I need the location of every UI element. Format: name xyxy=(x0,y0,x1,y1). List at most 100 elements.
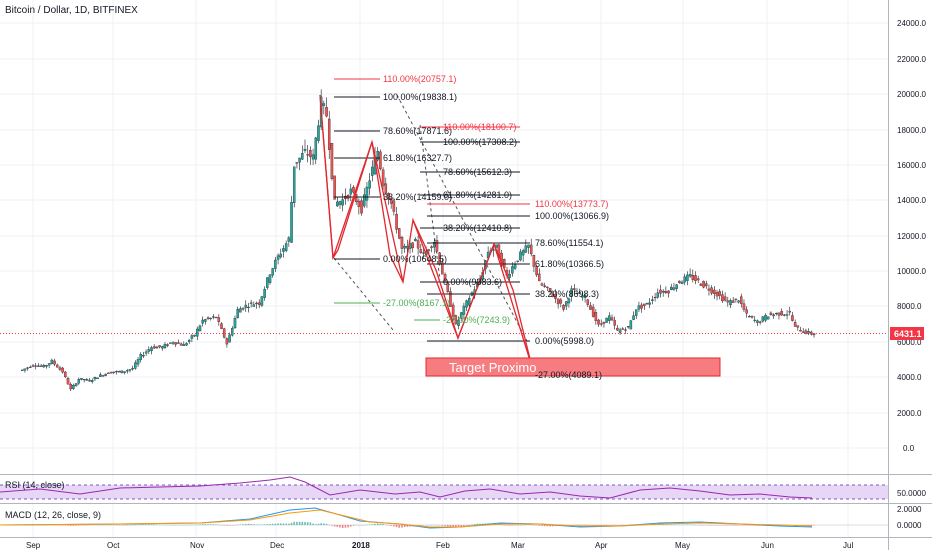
candle-body[interactable] xyxy=(80,378,82,379)
candle-body[interactable] xyxy=(468,298,470,305)
candle-body[interactable] xyxy=(401,237,403,248)
candle-body[interactable] xyxy=(331,143,333,179)
candle-body[interactable] xyxy=(606,318,608,323)
candle-body[interactable] xyxy=(78,379,80,383)
candle-body[interactable] xyxy=(635,310,637,316)
candle-body[interactable] xyxy=(638,306,640,310)
candle-body[interactable] xyxy=(797,326,799,328)
candle-body[interactable] xyxy=(102,375,104,376)
candle-body[interactable] xyxy=(220,324,222,329)
candle-body[interactable] xyxy=(519,252,521,260)
candle-body[interactable] xyxy=(711,288,713,293)
candle-body[interactable] xyxy=(393,201,395,212)
candle-body[interactable] xyxy=(778,313,780,316)
candle-body[interactable] xyxy=(705,284,707,286)
candle-body[interactable] xyxy=(562,305,564,309)
candle-body[interactable] xyxy=(239,309,241,313)
candle-body[interactable] xyxy=(735,299,737,300)
candle-body[interactable] xyxy=(156,347,158,348)
candle-body[interactable] xyxy=(67,378,69,384)
candle-body[interactable] xyxy=(595,312,597,320)
candle-body[interactable] xyxy=(48,363,50,365)
candle-body[interactable] xyxy=(35,366,37,367)
candle-body[interactable] xyxy=(272,268,274,275)
candle-body[interactable] xyxy=(228,335,230,343)
candle-body[interactable] xyxy=(91,380,93,382)
candle-body[interactable] xyxy=(207,318,209,319)
candle-body[interactable] xyxy=(565,302,567,307)
candle-body[interactable] xyxy=(673,288,675,290)
candle-body[interactable] xyxy=(27,368,29,369)
candle-body[interactable] xyxy=(226,339,228,345)
candle-body[interactable] xyxy=(662,291,664,292)
candle-body[interactable] xyxy=(689,274,691,276)
candle-body[interactable] xyxy=(153,347,155,349)
candle-body[interactable] xyxy=(646,303,648,304)
candle-body[interactable] xyxy=(247,307,249,308)
candle-body[interactable] xyxy=(218,317,220,321)
candle-body[interactable] xyxy=(304,149,306,150)
candle-body[interactable] xyxy=(509,274,511,277)
candle-body[interactable] xyxy=(266,278,268,288)
candle-body[interactable] xyxy=(237,309,239,318)
candle-body[interactable] xyxy=(667,291,669,293)
candle-body[interactable] xyxy=(420,249,422,252)
candle-body[interactable] xyxy=(296,162,298,163)
candle-body[interactable] xyxy=(754,320,756,321)
candle-body[interactable] xyxy=(43,365,45,367)
candle-body[interactable] xyxy=(285,243,287,250)
candle-body[interactable] xyxy=(137,359,139,364)
candle-body[interactable] xyxy=(210,318,212,319)
candle-body[interactable] xyxy=(253,305,255,307)
candle-body[interactable] xyxy=(702,281,704,287)
candle-body[interactable] xyxy=(729,300,731,305)
candle-body[interactable] xyxy=(465,301,467,308)
candle-body[interactable] xyxy=(654,297,656,298)
candle-body[interactable] xyxy=(164,344,166,347)
candle-body[interactable] xyxy=(463,306,465,315)
candle-body[interactable] xyxy=(772,315,774,316)
candle-body[interactable] xyxy=(417,241,419,249)
candle-body[interactable] xyxy=(148,349,150,351)
candle-body[interactable] xyxy=(339,201,341,204)
candle-body[interactable] xyxy=(231,328,233,335)
candle-body[interactable] xyxy=(261,297,263,306)
candle-body[interactable] xyxy=(110,372,112,373)
candle-body[interactable] xyxy=(805,331,807,334)
candle-body[interactable] xyxy=(325,107,327,116)
candle-body[interactable] xyxy=(568,299,570,303)
candle-body[interactable] xyxy=(280,254,282,257)
candle-body[interactable] xyxy=(538,274,540,281)
candle-body[interactable] xyxy=(172,343,174,344)
candle-body[interactable] xyxy=(312,155,314,160)
candle-body[interactable] xyxy=(614,320,616,325)
candle-body[interactable] xyxy=(45,365,47,366)
candle-body[interactable] xyxy=(134,363,136,369)
candle-body[interactable] xyxy=(436,240,438,251)
candle-body[interactable] xyxy=(64,372,66,377)
candle-body[interactable] xyxy=(132,368,134,369)
candle-body[interactable] xyxy=(676,285,678,289)
candle-body[interactable] xyxy=(789,311,791,312)
candle-body[interactable] xyxy=(622,329,624,330)
candle-body[interactable] xyxy=(121,371,123,373)
candle-body[interactable] xyxy=(746,310,748,314)
candle-body[interactable] xyxy=(193,335,195,336)
candle-body[interactable] xyxy=(530,245,532,254)
candle-body[interactable] xyxy=(352,187,354,192)
candle-body[interactable] xyxy=(215,317,217,318)
candle-body[interactable] xyxy=(269,275,271,283)
candle-body[interactable] xyxy=(775,313,777,314)
candle-body[interactable] xyxy=(32,366,34,367)
candle-body[interactable] xyxy=(118,371,120,372)
candle-body[interactable] xyxy=(129,369,131,370)
candle-body[interactable] xyxy=(719,291,721,295)
candle-body[interactable] xyxy=(315,138,317,159)
candle-body[interactable] xyxy=(350,189,352,194)
candle-body[interactable] xyxy=(21,370,23,371)
candle-body[interactable] xyxy=(630,321,632,329)
candle-body[interactable] xyxy=(430,247,432,248)
candle-body[interactable] xyxy=(334,176,336,199)
